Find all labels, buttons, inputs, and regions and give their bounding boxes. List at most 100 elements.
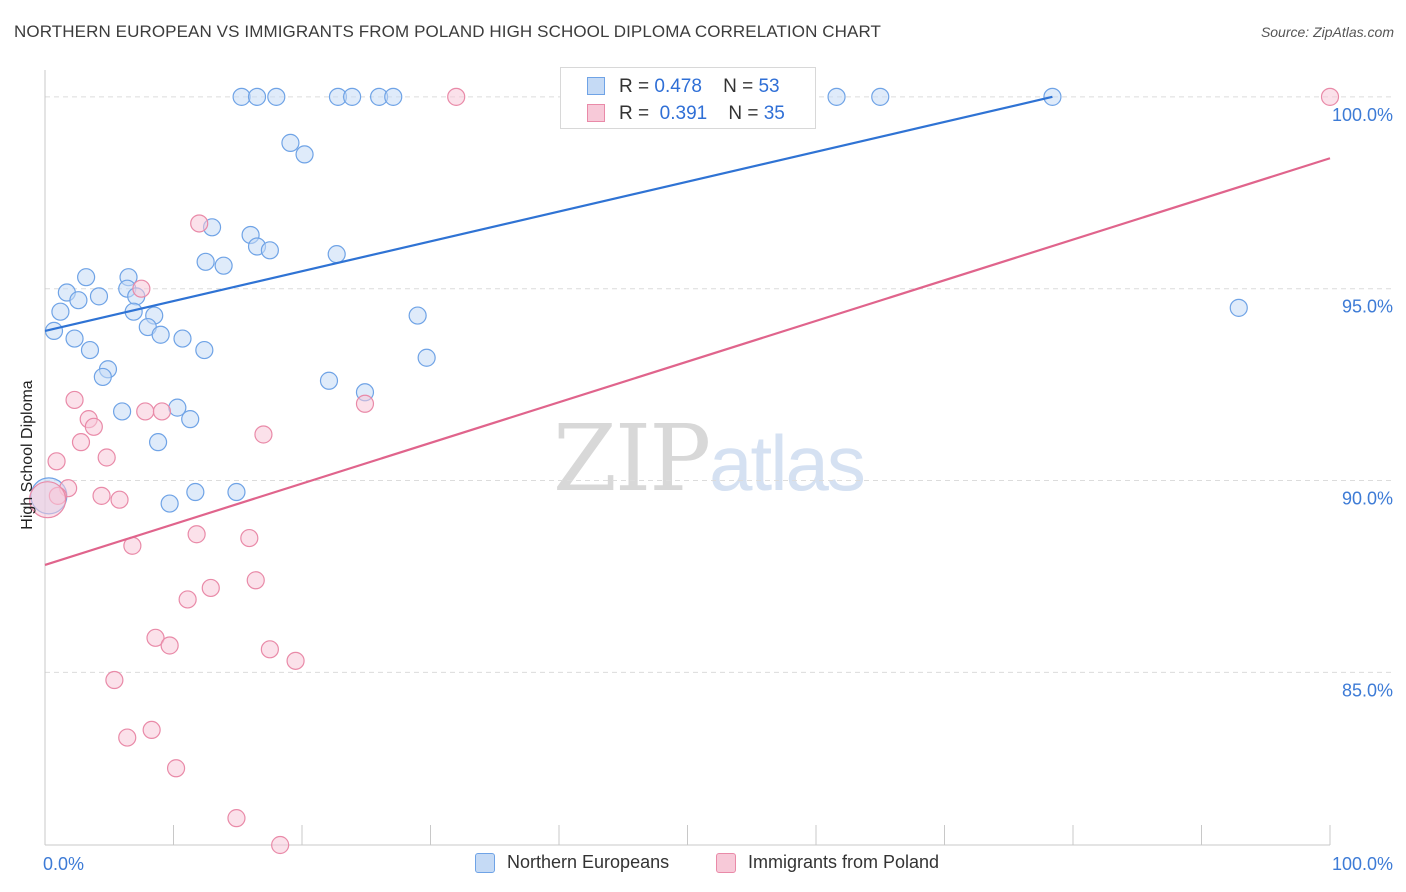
legend-label: Immigrants from Poland xyxy=(748,852,940,872)
data-point-northern-european xyxy=(260,241,279,260)
data-point-immigrant-poland xyxy=(65,390,84,410)
y-tick-label: 95.0% xyxy=(1342,297,1393,317)
trend-layer xyxy=(44,95,1331,566)
data-point-northern-european xyxy=(281,133,300,152)
stats-legend: R = 0.478 N = 53 R = 0.391 N = 35 xyxy=(560,67,816,129)
data-point-immigrant-poland xyxy=(28,481,67,519)
data-point-immigrant-poland xyxy=(136,402,155,421)
data-point-immigrant-poland xyxy=(1320,87,1340,106)
x-tick-label: 0.0% xyxy=(43,854,84,874)
legend-text: R = 0.391 N = 35 xyxy=(619,103,785,125)
data-point-northern-european xyxy=(65,329,84,348)
legend-n-value: 53 xyxy=(758,76,780,97)
data-point-northern-european xyxy=(69,291,88,310)
watermark-atlas: atlas xyxy=(709,419,866,507)
data-point-immigrant-poland xyxy=(166,759,186,778)
legend-swatch-pink xyxy=(716,853,736,873)
axis-layer xyxy=(44,70,1331,846)
y-tick-label: 85.0% xyxy=(1342,680,1393,700)
data-point-immigrant-poland xyxy=(47,452,66,471)
data-point-immigrant-poland xyxy=(105,670,124,690)
y-tick-label: 90.0% xyxy=(1342,489,1393,509)
data-point-immigrant-poland xyxy=(178,590,197,609)
data-point-northern-european xyxy=(160,494,179,513)
data-point-northern-european xyxy=(1229,298,1248,317)
source-credit: Source: ZipAtlas.com xyxy=(1260,24,1394,40)
data-point-northern-european xyxy=(417,348,436,367)
data-point-immigrant-poland xyxy=(447,87,466,106)
data-point-northern-european xyxy=(148,433,168,452)
legend-text: R = 0.478 N = 53 xyxy=(619,76,780,98)
data-point-northern-european xyxy=(327,245,346,264)
data-point-northern-european xyxy=(196,252,215,271)
data-point-immigrant-poland xyxy=(110,490,129,509)
data-point-immigrant-poland xyxy=(71,433,91,452)
data-point-northern-european xyxy=(408,306,427,325)
data-point-immigrant-poland xyxy=(160,636,179,655)
data-point-northern-european xyxy=(214,256,233,275)
data-point-immigrant-poland xyxy=(84,417,103,436)
data-point-northern-european xyxy=(186,482,205,502)
data-point-northern-european xyxy=(267,87,286,106)
legend-swatch-pink xyxy=(587,104,605,122)
tick-label-layer: 85.0% 90.0% 95.0% 100.0% 0.0% 100.0% xyxy=(43,105,1393,874)
x-tick-label: 100.0% xyxy=(1332,854,1393,874)
legend-n-label: N = xyxy=(723,76,754,97)
data-point-northern-european xyxy=(232,87,251,106)
data-point-immigrant-poland xyxy=(240,528,259,548)
data-point-northern-european xyxy=(112,402,132,421)
legend-label: Northern Europeans xyxy=(507,852,670,872)
chart-title: NORTHERN EUROPEAN VS IMMIGRANTS FROM POL… xyxy=(14,22,882,41)
data-point-northern-european xyxy=(181,410,200,429)
data-point-immigrant-poland xyxy=(118,728,137,747)
data-point-northern-european xyxy=(80,340,100,360)
data-point-immigrant-poland xyxy=(246,571,265,590)
data-point-northern-european xyxy=(77,268,96,287)
y-axis-label: High School Diploma xyxy=(19,380,36,530)
legend-r-label: R = xyxy=(619,76,650,97)
points-layer xyxy=(28,87,1340,855)
data-point-northern-european xyxy=(384,87,403,106)
data-point-immigrant-poland xyxy=(92,486,111,505)
data-point-immigrant-poland xyxy=(146,628,165,647)
data-point-northern-european xyxy=(173,329,192,348)
data-point-immigrant-poland xyxy=(286,651,305,670)
data-point-immigrant-poland xyxy=(271,835,290,855)
data-point-northern-european xyxy=(827,87,846,106)
data-point-northern-european xyxy=(343,87,362,106)
data-point-immigrant-poland xyxy=(201,578,220,598)
data-point-northern-european xyxy=(51,302,70,321)
y-tick-label: 100.0% xyxy=(1332,105,1393,125)
data-point-northern-european xyxy=(319,371,339,390)
data-point-northern-european xyxy=(871,87,890,106)
legend-swatch-blue xyxy=(475,853,495,873)
legend-r-label: R = xyxy=(619,103,650,124)
data-point-northern-european xyxy=(295,145,314,164)
watermark-zip: ZIP xyxy=(553,405,711,512)
trend-line-immigrants-poland xyxy=(44,157,1331,566)
legend-n-label: N = xyxy=(728,103,759,124)
data-point-immigrant-poland xyxy=(260,640,279,659)
data-point-immigrant-poland xyxy=(355,394,375,413)
data-point-northern-european xyxy=(195,340,214,360)
data-point-northern-european xyxy=(247,87,267,106)
data-point-immigrant-poland xyxy=(152,402,172,421)
data-point-immigrant-poland xyxy=(97,448,116,467)
data-point-northern-european xyxy=(227,482,246,502)
legend-swatch-blue xyxy=(587,77,605,95)
data-point-immigrant-poland xyxy=(142,720,161,740)
data-point-northern-european xyxy=(93,367,112,387)
watermark: ZIPatlas xyxy=(553,405,866,512)
legend-n-value: 35 xyxy=(763,103,785,124)
legend-r-value: 0.391 xyxy=(659,103,708,124)
data-point-immigrant-poland xyxy=(254,425,273,444)
trend-line-northern-europeans xyxy=(44,95,1053,332)
grid-layer xyxy=(45,96,1395,673)
data-point-immigrant-poland xyxy=(190,214,209,233)
data-point-immigrant-poland xyxy=(227,809,246,828)
data-point-northern-european xyxy=(151,325,170,344)
data-point-northern-european xyxy=(89,287,109,306)
legend-r-value: 0.478 xyxy=(654,76,702,97)
data-point-immigrant-poland xyxy=(187,525,206,544)
